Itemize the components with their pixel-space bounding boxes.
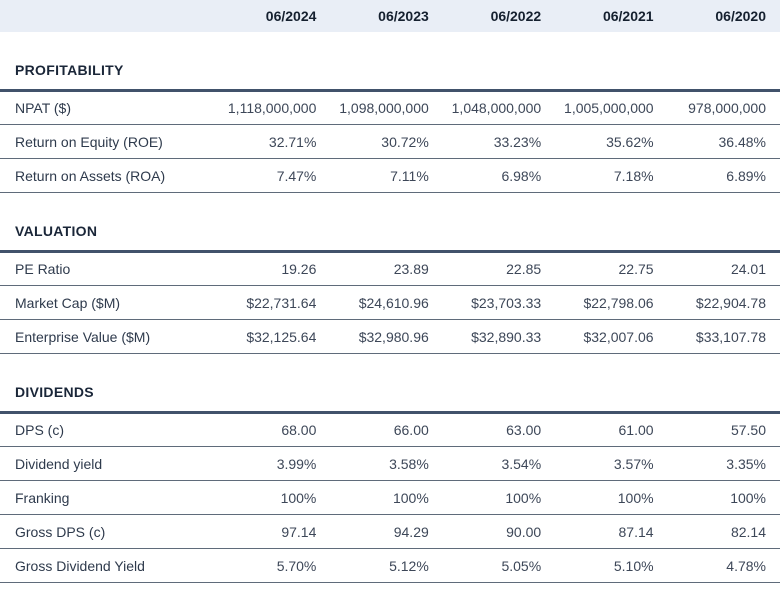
row-label: Enterprise Value ($M) [0,319,218,354]
financials-table: 06/2024 06/2023 06/2022 06/2021 06/2020 PROF… [0,0,780,583]
row-label: Return on Assets (ROA) [0,158,218,193]
cell-value: $32,980.96 [330,319,443,354]
row-label: Return on Equity (ROE) [0,124,218,159]
cell-value: 7.47% [218,158,331,193]
row-label: NPAT ($) [0,89,218,125]
row-label: Franking [0,480,218,515]
table-body: PROFITABILITY NPAT ($) 1,118,000,000 1,098,… [0,32,780,583]
cell-value: 1,098,000,000 [330,89,443,125]
header-corner-cell [0,0,218,32]
cell-value: 30.72% [330,124,443,159]
cell-value: 3.35% [667,446,780,481]
cell-value: 22.85 [442,250,556,286]
cell-value: 36.48% [667,124,780,159]
table-row: Dividend yield 3.99% 3.58% 3.54% 3.57% 3.35% [0,446,780,481]
table-row: Gross Dividend Yield 5.70% 5.12% 5.05% 5.10%… [0,548,780,583]
cell-value: 94.29 [330,514,443,549]
cell-value: 3.99% [218,446,331,481]
cell-value: $32,125.64 [218,319,331,354]
cell-value: 5.12% [330,548,443,583]
row-label: Gross DPS (c) [0,514,218,549]
table-row: Return on Equity (ROE) 32.71% 30.72% 33.23%… [0,124,780,159]
cell-value: $23,703.33 [442,285,556,320]
cell-value: 7.18% [555,158,668,193]
row-label: Gross Dividend Yield [0,548,218,583]
cell-value: 7.11% [330,158,443,193]
cell-value: 100% [555,480,668,515]
cell-value: $24,610.96 [330,285,443,320]
cell-value: $32,890.33 [442,319,556,354]
table-header: 06/2024 06/2023 06/2022 06/2021 06/2020 [0,0,780,32]
cell-value: 23.89 [330,250,443,286]
cell-value: 3.57% [555,446,668,481]
cell-value: 87.14 [555,514,668,549]
cell-value: 33.23% [442,124,556,159]
cell-value: 1,118,000,000 [218,89,331,125]
cell-value: 97.14 [218,514,331,549]
cell-value: 66.00 [330,411,443,447]
table-row: DPS (c) 68.00 66.00 63.00 61.00 57.50 [0,411,780,447]
row-label: Dividend yield [0,446,218,481]
cell-value: 100% [330,480,443,515]
cell-value: 35.62% [555,124,668,159]
section-header-row: DIVIDENDS [0,353,780,413]
cell-value: $22,798.06 [555,285,668,320]
column-header: 06/2021 [555,0,668,32]
table-row: NPAT ($) 1,118,000,000 1,098,000,000 1,048,… [0,89,780,125]
cell-value: 6.89% [667,158,780,193]
cell-value: 6.98% [442,158,556,193]
cell-value: 32.71% [218,124,331,159]
table-header-row: 06/2024 06/2023 06/2022 06/2021 06/2020 [0,0,780,32]
column-header: 06/2024 [218,0,331,32]
column-header: 06/2020 [667,0,780,32]
cell-value: 24.01 [667,250,780,286]
cell-value: $32,007.06 [555,319,668,354]
table-row: PE Ratio 19.26 23.89 22.85 22.75 24.01 [0,250,780,286]
column-header: 06/2022 [442,0,556,32]
table-row: Enterprise Value ($M) $32,125.64 $32,980.9… [0,319,780,354]
cell-value: $33,107.78 [667,319,780,354]
cell-value: 19.26 [218,250,331,286]
cell-value: 1,005,000,000 [555,89,668,125]
section-header-row: VALUATION [0,192,780,252]
cell-value: 3.54% [442,446,556,481]
cell-value: 978,000,000 [667,89,780,125]
cell-value: 22.75 [555,250,668,286]
row-label: DPS (c) [0,411,218,447]
table-row: Market Cap ($M) $22,731.64 $24,610.96 $23,7… [0,285,780,320]
cell-value: 5.70% [218,548,331,583]
section-title: VALUATION [0,192,780,252]
cell-value: 100% [218,480,331,515]
cell-value: 68.00 [218,411,331,447]
table-row: Gross DPS (c) 97.14 94.29 90.00 87.14 82.14 [0,514,780,549]
cell-value: 63.00 [442,411,556,447]
cell-value: 3.58% [330,446,443,481]
cell-value: 1,048,000,000 [442,89,556,125]
cell-value: 100% [667,480,780,515]
column-header: 06/2023 [330,0,443,32]
table-row: Franking 100% 100% 100% 100% 100% [0,480,780,515]
cell-value: 5.10% [555,548,668,583]
cell-value: 82.14 [667,514,780,549]
cell-value: 90.00 [442,514,556,549]
cell-value: 61.00 [555,411,668,447]
cell-value: 100% [442,480,556,515]
section-title: PROFITABILITY [0,32,780,91]
table-row: Return on Assets (ROA) 7.47% 7.11% 6.98% 7.1… [0,158,780,193]
cell-value: 57.50 [667,411,780,447]
section-title: DIVIDENDS [0,353,780,413]
row-label: Market Cap ($M) [0,285,218,320]
cell-value: 5.05% [442,548,556,583]
cell-value: $22,904.78 [667,285,780,320]
row-label: PE Ratio [0,250,218,286]
cell-value: 4.78% [667,548,780,583]
section-header-row: PROFITABILITY [0,32,780,91]
cell-value: $22,731.64 [218,285,331,320]
